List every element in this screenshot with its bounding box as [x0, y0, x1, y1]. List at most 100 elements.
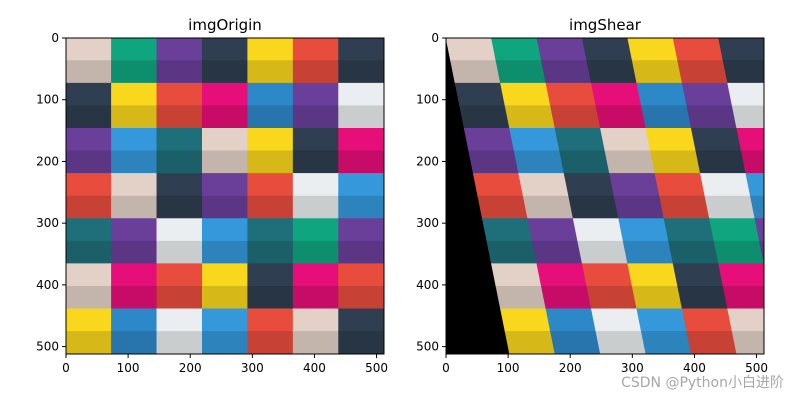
origin-tile-r5-c4 [247, 263, 294, 287]
shear-tile-r1-c6 [727, 82, 764, 107]
shear-tile-r0-c6 [718, 38, 764, 61]
origin-tile-r6-c2-shadow [156, 331, 203, 354]
shear-tile-r2-c1 [509, 127, 560, 152]
shear-tile-r1-c3 [591, 82, 642, 107]
shear-tile-r0-c4-shadow [631, 60, 683, 84]
origin-tile-r4-c0 [66, 218, 112, 242]
shear-tile-r3-c4 [654, 173, 706, 197]
shear-tile-r4-c2-shadow [577, 240, 629, 265]
origin-tile-r5-c0-shadow [66, 285, 112, 310]
origin-tile-r4-c2-shadow [156, 240, 203, 265]
origin-tile-r3-c0 [66, 173, 112, 197]
shear-tile-r5-c1 [536, 263, 588, 287]
shear-tile-r4-c1-shadow [531, 240, 583, 265]
watermark-text: CSDN @Python小白进阶 [621, 375, 784, 391]
shear-title: imgShear [569, 16, 642, 34]
origin-tile-r0-c2 [156, 38, 203, 61]
origin-tile-r6-c2 [156, 308, 203, 332]
origin-tile-r0-c5 [292, 38, 339, 61]
shear-tile-r1-c2-shadow [550, 105, 601, 129]
shear-tile-r2-c5-shadow [695, 150, 747, 174]
shear-tile-r0-c1 [491, 38, 542, 61]
origin-tile-r3-c5 [292, 173, 339, 197]
origin-tile-r0-c2-shadow [156, 60, 203, 84]
origin-tile-r5-c1 [111, 263, 158, 287]
origin-tile-r6-c0-shadow [66, 331, 112, 354]
shear-tile-r4-c6-shadow [759, 240, 764, 265]
origin-tile-r6-c6-shadow [338, 331, 384, 354]
shear-tile-r6-c0-shadow [504, 331, 556, 354]
origin-tile-r5-c5-shadow [292, 285, 339, 310]
origin-tile-r5-c3 [201, 263, 249, 287]
shear-tile-r0-c5-shadow [677, 60, 729, 84]
origin-tile-r4-c5 [292, 218, 339, 242]
origin-tile-r1-c3 [201, 82, 249, 107]
shear-tile-r6-c3-shadow [640, 331, 692, 354]
origin-tile-r1-c6 [338, 82, 384, 107]
shear-tile-r5-c3 [627, 263, 679, 287]
shear-tile-r3-c5 [700, 173, 751, 197]
shear-tile-r0-c0 [446, 38, 497, 61]
origin-tile-r2-c4 [247, 127, 294, 152]
shear-tile-r6-c5 [727, 308, 764, 332]
shear-tile-r2-c5 [690, 127, 742, 152]
origin-tile-r3-c5-shadow [292, 195, 339, 219]
shear-tile-r3-c3 [609, 173, 660, 197]
origin-tile-r0-c0-shadow [66, 60, 112, 84]
origin-tile-r5-c6 [338, 263, 384, 287]
origin-tile-r2-c1-shadow [111, 150, 158, 174]
origin-tile-r0-c1 [111, 38, 158, 61]
origin-x-tick-label: 300 [241, 361, 264, 375]
origin-tile-r3-c6 [338, 173, 384, 197]
shear-tile-r6-c2-shadow [595, 331, 647, 354]
shear-tile-r4-c4-shadow [668, 240, 719, 265]
shear-tile-r5-c6-shadow [769, 286, 800, 309]
origin-tile-r0-c4-shadow [247, 60, 294, 84]
shear-tile-r2-c4-shadow [650, 150, 701, 174]
shear-tile-r4-c3 [618, 218, 669, 242]
shear-y-tick-label: 100 [416, 93, 439, 107]
origin-tile-r1-c6-shadow [338, 105, 384, 129]
origin-tile-r2-c6 [338, 127, 384, 152]
shear-tile-r4-c3-shadow [622, 240, 674, 265]
origin-tile-r5-c5 [292, 263, 339, 287]
origin-tile-r1-c4 [247, 82, 294, 107]
shear-tile-r6-c3 [636, 308, 688, 332]
origin-tile-r1-c4-shadow [247, 105, 294, 129]
shear-tile-r1-c4 [636, 82, 688, 107]
origin-tile-r4-c1-shadow [111, 240, 158, 265]
origin-tile-r2-c2-shadow [156, 150, 203, 174]
shear-tile-r5-c4 [672, 263, 724, 287]
origin-y-tick-label: 0 [51, 31, 59, 45]
shear-tile-r2-c3-shadow [604, 150, 656, 174]
shear-tile-r5-c4-shadow [677, 285, 729, 310]
shear-tile-r3-c0 [472, 173, 524, 197]
origin-tile-r2-c0 [66, 127, 112, 152]
origin-tile-r0-c6 [338, 38, 384, 61]
shear-tile-r0-c2-shadow [541, 60, 592, 84]
origin-tile-r5-c6-shadow [338, 285, 384, 310]
shear-tile-r3-c2 [563, 173, 615, 197]
origin-tile-r4-c6-shadow [338, 240, 384, 265]
origin-tile-r1-c3-shadow [201, 105, 249, 129]
shear-x-tick-label: 200 [559, 361, 582, 375]
shear-tile-r5-c0-shadow [495, 285, 547, 310]
origin-tile-r6-c4-shadow [247, 331, 294, 354]
shear-tile-r4-c5-shadow [713, 240, 764, 265]
origin-tile-r4-c4-shadow [247, 240, 294, 265]
origin-tile-r2-c5-shadow [292, 150, 339, 174]
origin-tile-r6-c3 [201, 308, 249, 332]
origin-tile-r4-c5-shadow [292, 240, 339, 265]
shear-tile-r4-c1 [527, 218, 579, 242]
shear-tile-r3-c2-shadow [568, 195, 619, 219]
shear-tile-r3-c6-shadow [750, 195, 764, 219]
origin-y-tick-label: 100 [36, 93, 59, 107]
shear-tile-r0-c3-shadow [586, 60, 638, 84]
origin-tile-r3-c6-shadow [338, 195, 384, 219]
shear-y-tick-label: 400 [416, 278, 439, 292]
shear-tile-r2-c1-shadow [513, 150, 565, 174]
shear-tile-r5-c2 [581, 263, 633, 287]
shear-axes-frame [445, 37, 765, 355]
shear-tile-r1-c1-shadow [504, 105, 556, 129]
